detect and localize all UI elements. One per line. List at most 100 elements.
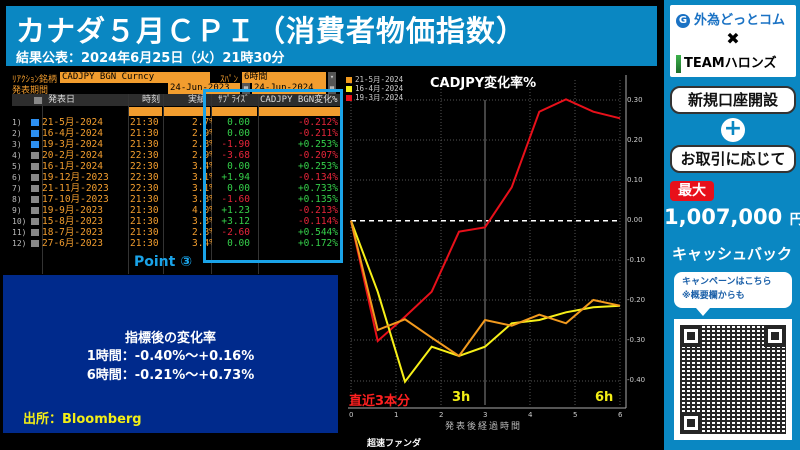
x-tick: 5: [573, 411, 578, 419]
row-change: -0.207%: [297, 150, 338, 161]
row-checkbox[interactable]: [31, 229, 39, 236]
row-date: 16-1月-2024: [42, 161, 103, 172]
row-actual: 3.3%: [192, 216, 212, 227]
series-16-4-2024: [350, 220, 621, 384]
column-divider: [258, 94, 259, 274]
row-checkbox[interactable]: [31, 130, 39, 137]
row-checkbox[interactable]: [31, 152, 39, 159]
row-surprise: -3.68: [221, 150, 250, 161]
x-tick: 1: [394, 411, 399, 419]
row-checkbox[interactable]: [31, 240, 39, 247]
chart-legend: 21-5月-2024 16-4月-2024 19-3月-2024: [346, 75, 410, 102]
table-row[interactable]: 12) 27-6月-2023 21:30 3.4% 0.00 +0.172%: [12, 238, 342, 249]
open-account-button[interactable]: 新規口座開設: [670, 86, 796, 114]
col-surprise[interactable]: ｻﾌﾟﾗｲｽﾞ: [218, 95, 250, 105]
x-axis-label: 発表後経過時間: [445, 422, 523, 432]
gaitame-g-icon: G: [676, 13, 690, 28]
row-time: 21:30: [130, 216, 159, 227]
trade-condition-button[interactable]: お取引に応じて: [670, 145, 796, 173]
sponsor-logo-box: G 外為どっとコム ✖ TEAMハロンズ: [670, 5, 796, 77]
qr-finder-icon: [680, 325, 702, 347]
footer-label: 超速ファンダ: [367, 439, 422, 449]
table-row[interactable]: 1) 21-5月-2024 21:30 2.7% 0.00 -0.212%: [12, 117, 342, 128]
bubble-line-1: キャンペーンはこちら: [682, 277, 772, 287]
y-tick: -0.40: [627, 376, 646, 384]
table-row[interactable]: 8) 17-10月-2023 21:30 3.8% -1.60 +0.135%: [12, 194, 342, 205]
span-select[interactable]: 6時間: [242, 72, 326, 83]
qr-finder-icon: [764, 325, 786, 347]
span-dropdown-icon[interactable]: ▾: [328, 72, 336, 83]
table-row[interactable]: 3) 19-3月-2024 21:30 2.8% -1.90 +0.253%: [12, 139, 342, 150]
row-checkbox[interactable]: [31, 218, 39, 225]
col-actual[interactable]: 実績: [188, 95, 207, 105]
header-bar: [212, 107, 257, 116]
source-label: 出所：Bloomberg: [23, 412, 142, 427]
table-row[interactable]: 2) 16-4月-2024 21:30 2.9% 0.00 -0.211%: [12, 128, 342, 139]
row-surprise: -2.60: [221, 227, 250, 238]
row-date: 19-3月-2024: [42, 139, 103, 150]
table-row[interactable]: 10) 15-8月-2023 21:30 3.3% +3.12 -0.114%: [12, 216, 342, 227]
row-checkbox[interactable]: [31, 141, 39, 148]
table-row[interactable]: 5) 16-1月-2024 22:30 3.4% 0.00 +0.253%: [12, 161, 342, 172]
row-checkbox[interactable]: [31, 196, 39, 203]
y-tick: -0.10: [627, 256, 646, 264]
table-header: 発表日 時刻 実績 ｻﾌﾟﾗｲｽﾞ CADJPY BGN変化%: [12, 94, 342, 106]
period-start-calendar-icon[interactable]: ▦: [242, 83, 250, 94]
row-actual: 2.9%: [192, 128, 212, 139]
security-input[interactable]: CADJPY BGN Curncy: [60, 72, 210, 83]
row-checkbox[interactable]: [31, 185, 39, 192]
col-date[interactable]: 発表日: [48, 95, 76, 105]
row-time: 22:30: [130, 150, 159, 161]
qr-code[interactable]: [674, 319, 792, 440]
row-actual: 3.4%: [192, 238, 212, 249]
row-surprise: 0.00: [227, 238, 250, 249]
row-actual: 3.4%: [192, 161, 212, 172]
row-surprise: 0.00: [227, 161, 250, 172]
annotation-latest-3: 直近3本分: [349, 394, 411, 409]
col-change[interactable]: CADJPY BGN変化%: [260, 95, 338, 105]
bubble-line-2: ※概要欄からも: [682, 291, 745, 301]
qr-pattern: [680, 325, 786, 434]
table-row[interactable]: 9) 19-9月-2023 21:30 4.0% +1.23 -0.213%: [12, 205, 342, 216]
title-banner: カナダ５月ＣＰＩ（消費者物価指数） 結果公表：2024年6月25日（火）21時3…: [6, 6, 657, 66]
row-number: 11): [12, 228, 27, 237]
row-time: 21:30: [130, 205, 159, 216]
col-time[interactable]: 時刻: [142, 95, 161, 105]
table-row[interactable]: 7) 21-11月-2023 22:30 3.1% 0.00 +0.733%: [12, 183, 342, 194]
x-tick: 3: [483, 411, 488, 419]
row-checkbox[interactable]: [31, 207, 39, 214]
page-title: カナダ５月ＣＰＩ（消費者物価指数）: [16, 14, 527, 48]
row-time: 21:30: [130, 117, 159, 128]
row-surprise: +1.23: [221, 205, 250, 216]
period-start-input[interactable]: 24-Jun-2023: [168, 83, 240, 94]
row-change: -0.212%: [297, 117, 338, 128]
qr-finder-icon: [680, 412, 702, 434]
table-row[interactable]: 6) 19-12月-2023 22:30 3.1% +1.94 -0.134%: [12, 172, 342, 183]
row-checkbox[interactable]: [31, 163, 39, 170]
row-surprise: +1.94: [221, 172, 250, 183]
campaign-bubble[interactable]: キャンペーンはこちら ※概要欄からも: [674, 272, 792, 316]
ad-panel[interactable]: G 外為どっとコム ✖ TEAMハロンズ 新規口座開設 + お取引に応じて 最大 …: [664, 0, 800, 450]
table-row[interactable]: 4) 20-2月-2024 22:30 2.9% -3.68 -0.207%: [12, 150, 342, 161]
row-actual: 2.8%: [192, 139, 212, 150]
row-checkbox[interactable]: [31, 174, 39, 181]
row-time: 22:30: [130, 172, 159, 183]
period-end-calendar-icon[interactable]: ▦: [328, 83, 336, 94]
row-actual: 4.0%: [192, 205, 212, 216]
table-row[interactable]: 11) 18-7月-2023 21:30 2.8% -2.60 +0.544%: [12, 227, 342, 238]
row-date: 21-5月-2024: [42, 117, 103, 128]
header-bar: [259, 107, 342, 116]
row-date: 21-11月-2023: [42, 183, 109, 194]
select-all-checkbox[interactable]: [34, 97, 42, 104]
highlight-box: [203, 89, 343, 263]
row-checkbox[interactable]: [31, 119, 39, 126]
period-end-input[interactable]: 24-Jun-2024: [252, 83, 326, 94]
cashback-label: キャッシュバック: [671, 245, 792, 263]
y-tick: -0.30: [627, 336, 646, 344]
row-number: 10): [12, 217, 27, 226]
row-time: 22:30: [130, 161, 159, 172]
row-time: 21:30: [130, 128, 159, 139]
column-divider: [42, 94, 43, 274]
cross-icon: ✖: [726, 29, 740, 48]
row-surprise: -1.90: [221, 139, 250, 150]
